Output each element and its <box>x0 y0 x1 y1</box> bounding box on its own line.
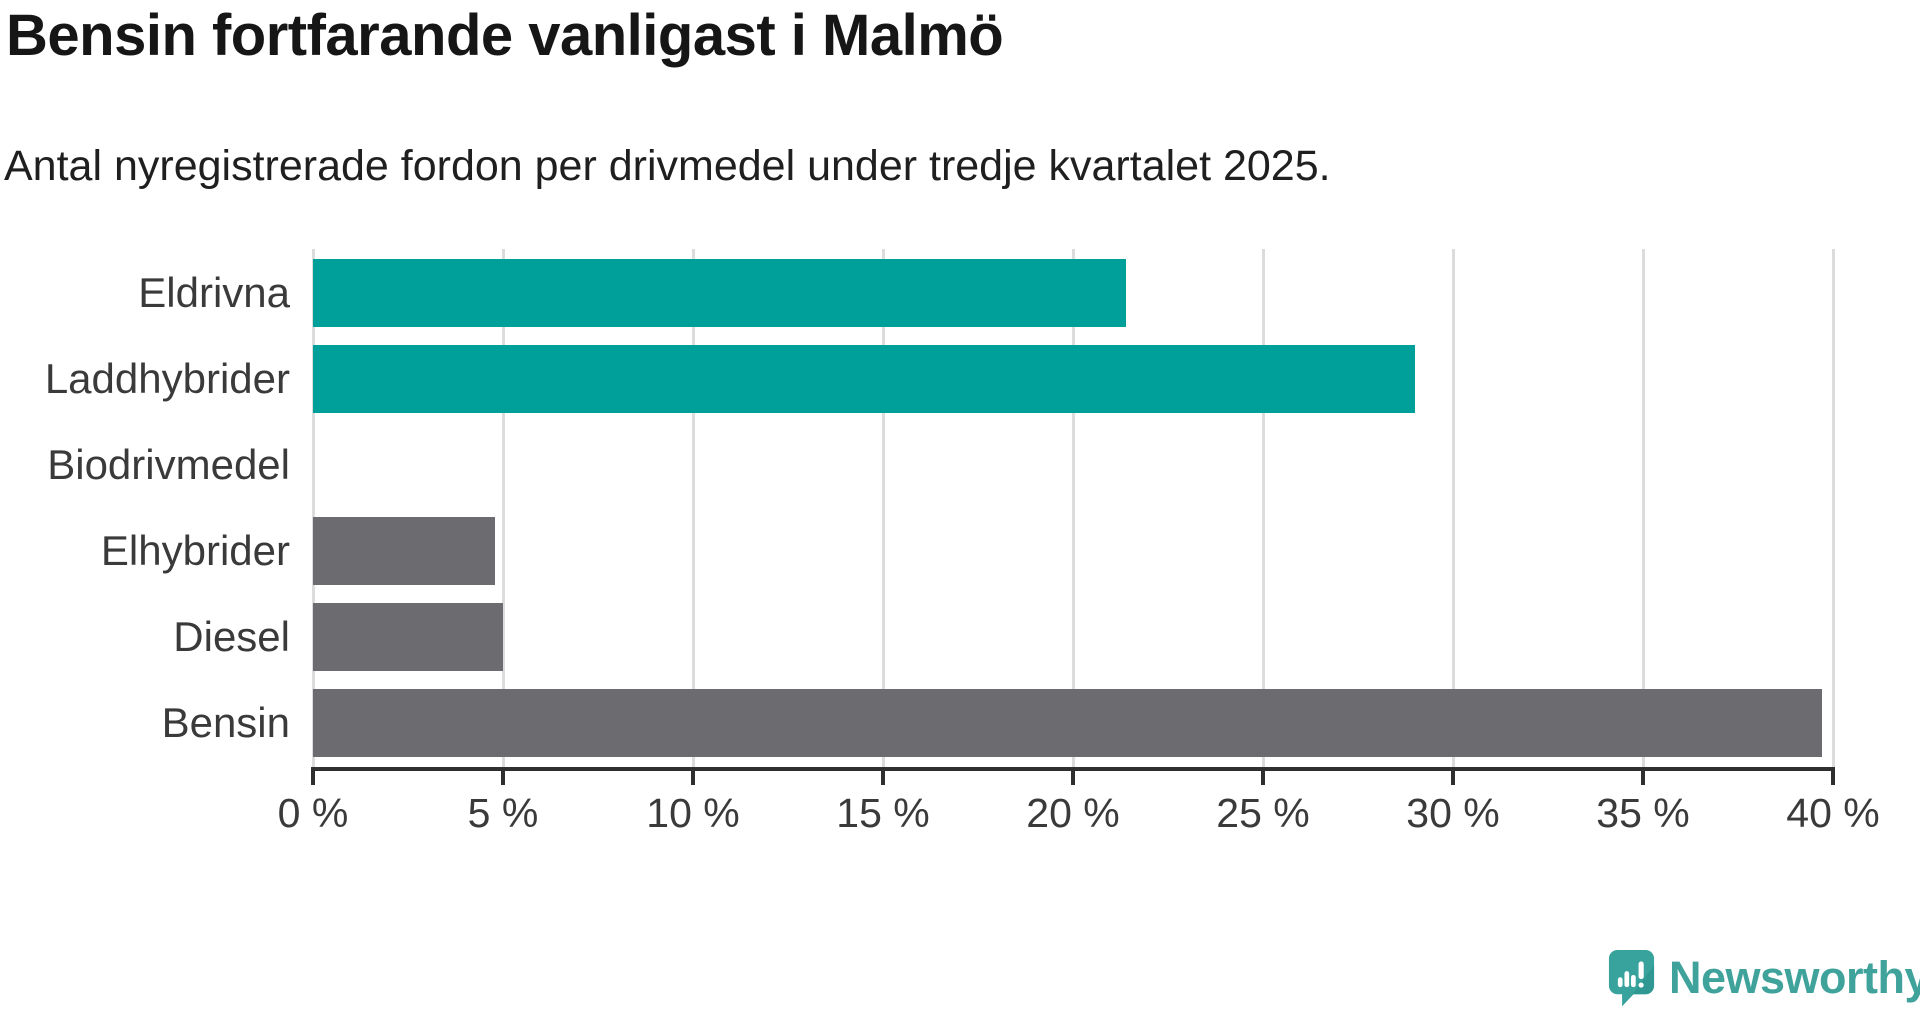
x-tick-40 <box>1831 771 1835 785</box>
gridline-20 <box>1071 249 1075 768</box>
chart-subtitle: Antal nyregistrerade fordon per drivmede… <box>4 142 1331 190</box>
x-axis-line <box>311 767 1835 771</box>
chart-title: Bensin fortfarande vanligast i Malmö <box>6 3 1004 68</box>
x-tick-label-25: 25 % <box>1216 790 1310 836</box>
category-label-laddhybrider: Laddhybrider <box>44 355 290 402</box>
gridline-40 <box>1831 249 1835 768</box>
newsworthy-logo-icon <box>1608 950 1655 1007</box>
bar-bensin <box>313 689 1822 757</box>
category-label-biodrivmedel: Biodrivmedel <box>47 441 290 488</box>
gridline-5 <box>501 249 505 768</box>
gridline-30 <box>1451 249 1455 768</box>
gridline-10 <box>691 249 695 768</box>
category-label-bensin: Bensin <box>161 699 290 746</box>
x-tick-label-20: 20 % <box>1026 790 1120 836</box>
newsworthy-logo: Newsworthy <box>1608 948 1920 1008</box>
x-tick-5 <box>501 771 505 785</box>
category-label-eldrivna: Eldrivna <box>138 269 290 316</box>
x-tick-label-10: 10 % <box>646 790 740 836</box>
gridline-0 <box>311 249 315 768</box>
x-tick-label-40: 40 % <box>1786 790 1880 836</box>
x-tick-label-35: 35 % <box>1596 790 1690 836</box>
category-label-elhybrider: Elhybrider <box>100 527 290 574</box>
category-label-diesel: Diesel <box>173 613 290 660</box>
x-tick-label-5: 5 % <box>467 790 539 836</box>
x-tick-20 <box>1071 771 1075 785</box>
bar-diesel <box>313 603 503 671</box>
x-tick-label-0: 0 % <box>277 790 349 836</box>
bar-elhybrider <box>313 517 496 585</box>
gridline-25 <box>1261 249 1265 768</box>
bar-eldrivna <box>313 259 1127 327</box>
x-tick-30 <box>1451 771 1455 785</box>
x-tick-0 <box>311 771 315 785</box>
x-tick-label-15: 15 % <box>836 790 930 836</box>
x-tick-35 <box>1641 771 1645 785</box>
gridline-15 <box>881 249 885 768</box>
gridline-35 <box>1641 249 1645 768</box>
x-tick-25 <box>1261 771 1265 785</box>
x-tick-10 <box>691 771 695 785</box>
bar-laddhybrider <box>313 345 1415 413</box>
x-tick-15 <box>881 771 885 785</box>
newsworthy-logo-text: Newsworthy <box>1669 952 1920 1003</box>
x-tick-label-30: 30 % <box>1406 790 1500 836</box>
